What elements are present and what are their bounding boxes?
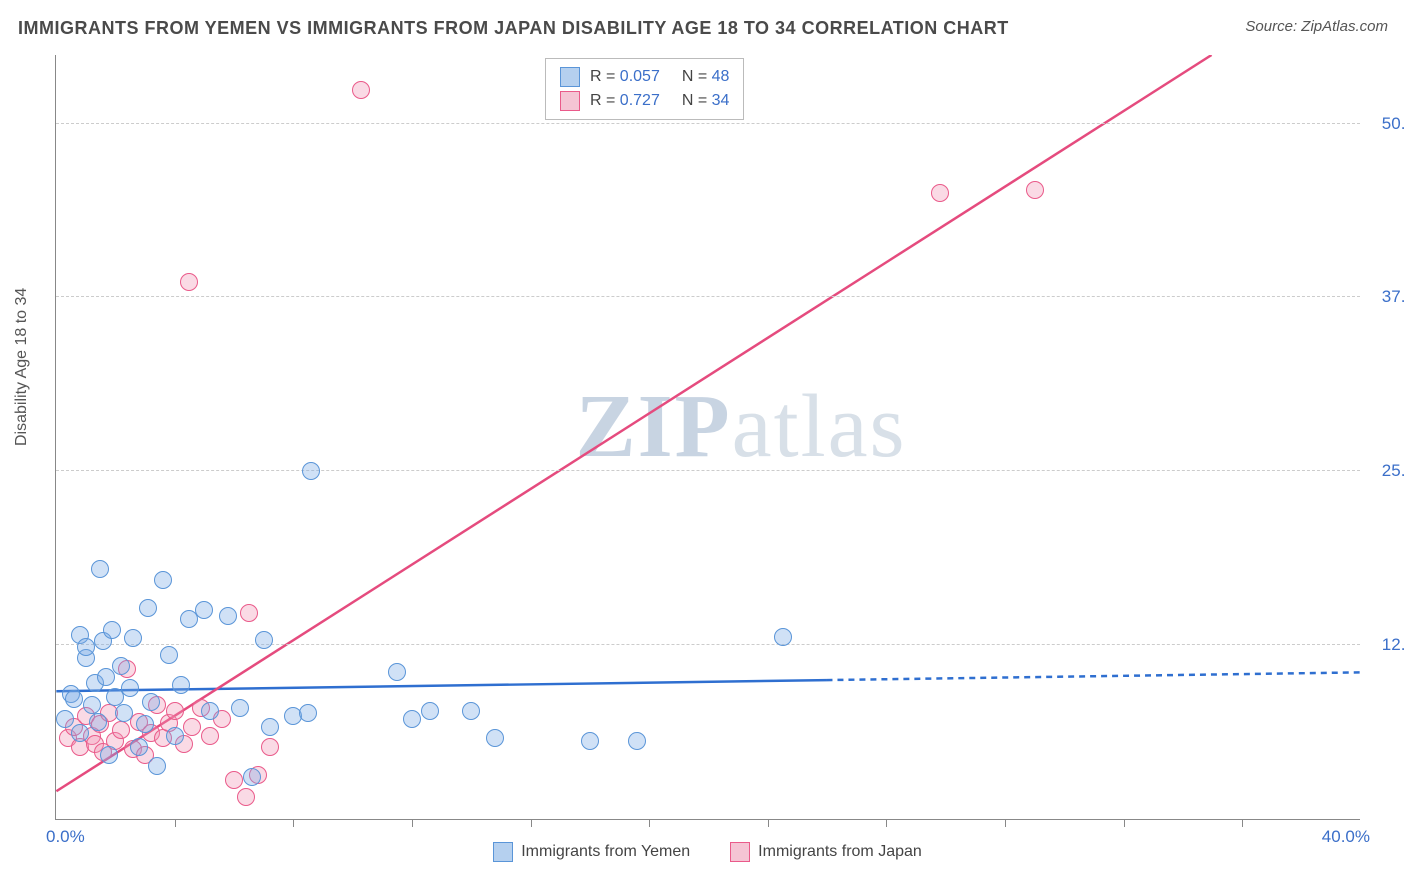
data-point [112,721,130,739]
data-point [115,704,133,722]
data-point [142,693,160,711]
data-point [581,732,599,750]
data-point [231,699,249,717]
data-point [243,768,261,786]
y-axis-label: Disability Age 18 to 34 [13,288,31,446]
data-point [77,638,95,656]
x-tick-mark [531,819,532,827]
stats-row-pink: R = 0.727 N = 34 [560,89,729,113]
swatch-pink-icon [560,91,580,111]
x-tick-mark [768,819,769,827]
data-point [261,718,279,736]
data-point [154,571,172,589]
source-prefix: Source: [1245,18,1301,35]
data-point [180,273,198,291]
data-point [71,724,89,742]
data-point [302,462,320,480]
data-point [91,560,109,578]
data-point [166,702,184,720]
gridline-h [56,296,1360,297]
data-point [160,646,178,664]
n-pink: N = 34 [682,92,730,110]
data-point [1026,181,1044,199]
data-point [774,628,792,646]
chart-title: IMMIGRANTS FROM YEMEN VS IMMIGRANTS FROM… [18,18,1009,39]
x-tick-mark [649,819,650,827]
watermark-light: atlas [732,377,907,476]
data-point [219,607,237,625]
data-point [112,657,130,675]
data-point [124,629,142,647]
data-point [237,788,255,806]
y-tick-label: 50.0% [1370,114,1406,134]
y-tick-label: 12.5% [1370,635,1406,655]
data-point [421,702,439,720]
x-tick-mark [1005,819,1006,827]
gridline-h [56,470,1360,471]
data-point [931,184,949,202]
n-blue: N = 48 [682,68,730,86]
legend-item-blue: Immigrants from Yemen [493,842,690,862]
data-point [136,715,154,733]
watermark: ZIPatlas [576,375,907,478]
data-point [166,727,184,745]
data-point [388,663,406,681]
y-tick-label: 37.5% [1370,287,1406,307]
data-point [225,771,243,789]
gridline-h [56,644,1360,645]
series-legend: Immigrants from Yemen Immigrants from Ja… [55,842,1360,862]
r-blue: R = 0.057 [590,68,660,86]
legend-label-pink: Immigrants from Japan [758,843,922,861]
x-tick-mark [886,819,887,827]
gridline-h [56,123,1360,124]
data-point [56,710,74,728]
data-point [462,702,480,720]
source-link[interactable]: ZipAtlas.com [1301,18,1388,35]
x-tick-mark [1124,819,1125,827]
y-tick-label: 25.0% [1370,461,1406,481]
r-pink: R = 0.727 [590,92,660,110]
legend-label-blue: Immigrants from Yemen [521,843,690,861]
swatch-blue-icon [493,842,513,862]
data-point [240,604,258,622]
data-point [183,718,201,736]
data-point [148,757,166,775]
x-tick-mark [412,819,413,827]
data-point [103,621,121,639]
x-tick-mark [1242,819,1243,827]
legend-item-pink: Immigrants from Japan [730,842,922,862]
data-point [403,710,421,728]
stats-row-blue: R = 0.057 N = 48 [560,65,729,89]
data-point [261,738,279,756]
data-point [83,696,101,714]
stats-legend: R = 0.057 N = 48 R = 0.727 N = 34 [545,58,744,120]
data-point [100,746,118,764]
source-attribution: Source: ZipAtlas.com [1245,18,1388,35]
data-point [172,676,190,694]
data-point [139,599,157,617]
swatch-blue-icon [560,67,580,87]
data-point [299,704,317,722]
data-point [130,738,148,756]
data-point [255,631,273,649]
data-point [201,702,219,720]
data-point [121,679,139,697]
data-point [89,713,107,731]
data-point [352,81,370,99]
watermark-bold: ZIP [576,377,732,476]
data-point [201,727,219,745]
data-point [195,601,213,619]
data-point [486,729,504,747]
scatter-plot-area: ZIPatlas 12.5%25.0%37.5%50.0%0.0%40.0% [55,55,1360,820]
data-point [628,732,646,750]
x-tick-mark [293,819,294,827]
data-point [65,690,83,708]
trend-lines [56,55,1360,819]
x-tick-mark [175,819,176,827]
swatch-pink-icon [730,842,750,862]
